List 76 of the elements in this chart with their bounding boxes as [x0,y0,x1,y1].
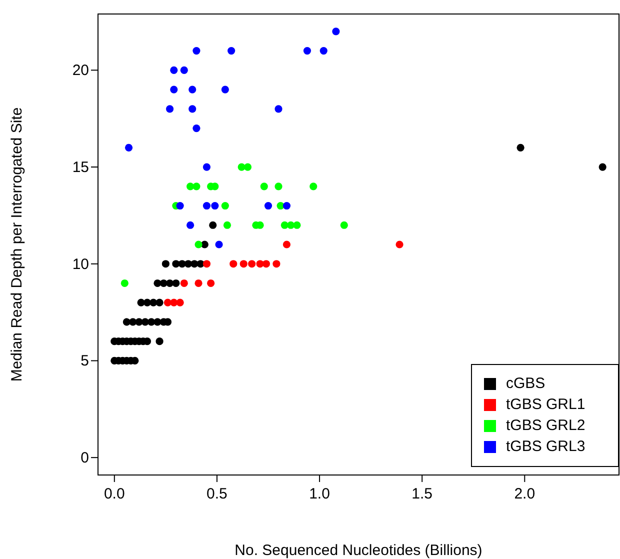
y-axis-title: Median Read Depth per Interrogated Site [8,107,26,382]
y-tick-label: 5 [80,352,89,370]
point [194,279,202,288]
point [180,279,188,288]
point [230,260,238,268]
point [192,182,200,190]
point [156,338,164,346]
point [124,144,133,152]
point [320,47,328,55]
x-tick-label: 1.0 [309,486,330,503]
point [598,163,606,171]
point [209,221,217,229]
point [154,318,162,326]
point [170,298,178,306]
point [184,260,192,268]
point [162,260,170,268]
point [150,298,158,306]
point [186,221,194,229]
point [260,182,268,190]
point [202,260,211,268]
point [166,105,174,113]
point [221,202,229,210]
x-tick-label: 0.5 [206,486,228,503]
y-tick-label: 15 [72,159,89,176]
point [516,144,524,152]
point [188,105,196,113]
point [228,47,236,55]
point [192,47,200,55]
x-axis-title: No. Sequenced Nucleotides (Billions) [234,542,482,559]
point [248,260,256,268]
point [202,163,211,171]
point [221,86,229,94]
point [282,240,291,248]
point [176,298,184,306]
point [194,240,202,248]
point [166,279,174,288]
point [240,260,248,268]
point [223,221,232,229]
point [303,47,312,55]
point [172,279,180,288]
point [156,298,164,306]
x-tick-label: 2.0 [514,486,536,503]
point [396,240,404,248]
point [293,221,301,229]
point [310,182,318,190]
point [190,260,198,268]
point [274,182,282,190]
point [332,28,340,36]
point [244,163,252,171]
point [120,279,128,288]
y-tick-label: 0 [80,450,89,467]
legend-label: tGBS GRL3 [506,438,586,455]
x-tick-label: 1.5 [412,486,433,503]
point [282,202,291,210]
point [215,240,223,248]
legend-label: tGBS GRL2 [506,417,586,434]
y-tick-label: 20 [72,62,89,80]
point [202,202,211,210]
point [180,66,188,74]
point [211,202,219,210]
point [188,86,196,94]
point [264,202,272,210]
point [170,86,178,94]
point [176,202,184,210]
x-tick-label: 0.0 [104,486,125,503]
point [262,260,270,268]
legend-label: cGBS [506,375,546,392]
point [274,105,282,113]
point [340,221,348,229]
point [192,124,200,132]
point [170,66,178,74]
y-tick-label: 10 [72,256,89,273]
point [272,260,280,268]
point [207,279,215,288]
point [129,318,137,326]
legend-label: tGBS GRL1 [506,396,586,413]
